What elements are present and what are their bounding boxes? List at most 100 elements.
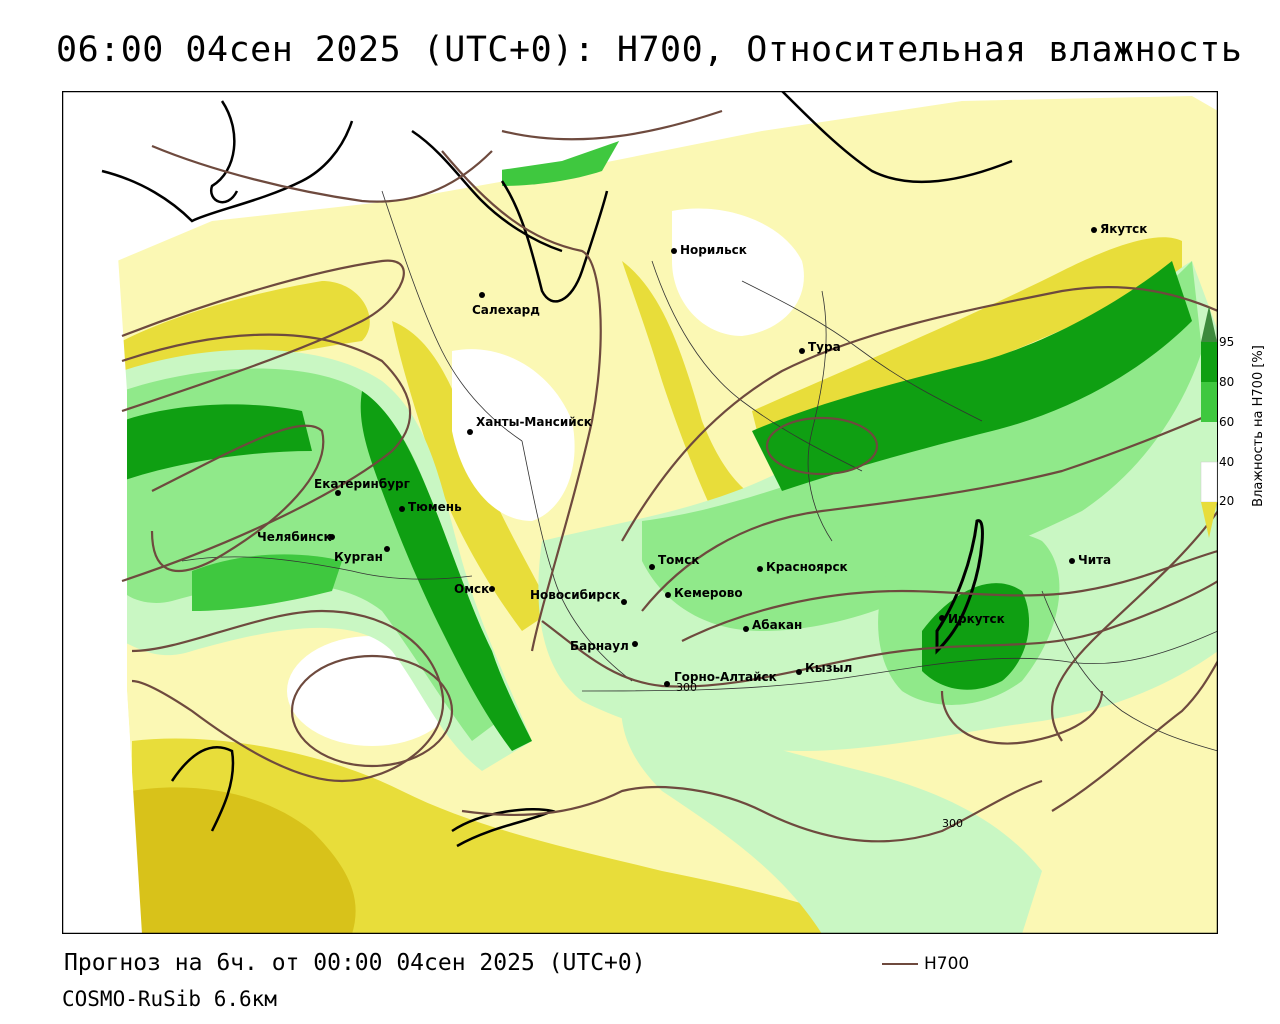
h700-contour-2 bbox=[121, 259, 405, 413]
h700-legend-label: H700 bbox=[924, 954, 970, 974]
svg-text:Курган: Курган bbox=[334, 550, 383, 564]
h700-contour-4 bbox=[150, 424, 325, 573]
city-irkutsk: Иркутск bbox=[939, 612, 1005, 626]
city-novosibirsk: Новосибирск bbox=[530, 588, 627, 605]
coastline-taymyr bbox=[781, 91, 1013, 184]
city-omsk: Омск bbox=[454, 582, 495, 596]
outside-domain-north bbox=[62, 91, 762, 251]
map-frame bbox=[62, 91, 1218, 934]
h700-contour-16 bbox=[1050, 510, 1218, 742]
h700-legend-line bbox=[882, 963, 918, 965]
map-title: 06:00 04сен 2025 (UTC+0): H700, Относите… bbox=[56, 30, 1243, 70]
svg-text:Кемерово: Кемерово bbox=[674, 586, 743, 600]
humidity-map: 300 300 Якутск Норильск Салехард Тура Ха… bbox=[62, 91, 1218, 934]
saturated-band-east bbox=[752, 261, 1192, 491]
city-barnaul: Барнаул bbox=[570, 639, 638, 653]
colorbar-segment-95 bbox=[1201, 342, 1217, 382]
colorbar-tick-95: 95 bbox=[1219, 335, 1234, 349]
coastline-kola bbox=[209, 100, 239, 204]
outside-domain-west bbox=[62, 241, 142, 934]
city-kyzyl: Кызыл bbox=[796, 661, 852, 675]
model-info: COSMO-RuSib 6.6км bbox=[62, 987, 277, 1011]
h700-contour-1 bbox=[151, 144, 493, 203]
svg-text:Челябинск: Челябинск bbox=[257, 530, 332, 544]
colorbar-segment-40 bbox=[1200, 461, 1218, 503]
colorbar-segment-60 bbox=[1201, 422, 1217, 462]
city-gorno-altaysk: Горно-Алтайск bbox=[664, 670, 777, 687]
dry-zone-northeast bbox=[822, 137, 1129, 234]
dry-band-north bbox=[622, 261, 762, 531]
colorbar-tick-60: 60 bbox=[1219, 415, 1234, 429]
moist-region-south bbox=[621, 691, 1042, 934]
forecast-info: Прогноз на 6ч. от 00:00 04сен 2025 (UTC+… bbox=[64, 950, 646, 976]
saturated-zone-kazakh bbox=[192, 554, 342, 611]
svg-text:Норильск: Норильск bbox=[680, 243, 747, 257]
humidity-colorbar: 95 80 60 40 20 Влажность на H700 [%] bbox=[1200, 306, 1266, 538]
svg-text:Екатеринбург: Екатеринбург bbox=[314, 477, 410, 491]
admin-border-5 bbox=[181, 556, 473, 580]
colorbar-title: Влажность на H700 [%] bbox=[1251, 345, 1266, 507]
coastline-arctic-west bbox=[101, 120, 354, 223]
coastline-yamal bbox=[411, 129, 563, 253]
city-tyumen: Тюмень bbox=[399, 500, 462, 514]
h700-contour-5 bbox=[441, 150, 602, 652]
city-kemerovo: Кемерово bbox=[665, 586, 743, 600]
svg-text:Салехард: Салехард bbox=[472, 303, 540, 317]
city-kurgan: Курган bbox=[334, 546, 390, 564]
h700-contour-3 bbox=[121, 333, 412, 583]
svg-text:Иркутск: Иркутск bbox=[948, 612, 1005, 626]
saturated-band-west bbox=[122, 404, 312, 481]
colorbar-cap-bottom bbox=[1201, 502, 1217, 538]
h700-contour-8 bbox=[641, 409, 1218, 612]
city-khanty-mansiysk: Ханты-Мансийск bbox=[467, 415, 592, 435]
coastline-balkhash bbox=[451, 807, 556, 848]
city-tomsk: Томск bbox=[649, 553, 700, 570]
city-tura: Тура bbox=[799, 340, 841, 354]
admin-border-6 bbox=[581, 630, 1218, 692]
h700-legend: H700 bbox=[882, 952, 969, 976]
h700-contour-7 bbox=[621, 286, 1218, 542]
colorbar-tick-80: 80 bbox=[1219, 375, 1234, 389]
h700-contour-9 bbox=[765, 416, 879, 476]
saturated-band-urals bbox=[360, 391, 532, 751]
svg-text:Тура: Тура bbox=[808, 340, 841, 354]
svg-text:Барнаул: Барнаул bbox=[570, 639, 629, 653]
admin-border-7 bbox=[1041, 590, 1218, 752]
admin-border-1 bbox=[381, 190, 523, 442]
h700-contour-17 bbox=[1051, 660, 1218, 812]
coastline-caspian bbox=[170, 746, 235, 832]
svg-text:Томск: Томск bbox=[658, 553, 700, 567]
svg-text:Тюмень: Тюмень bbox=[408, 500, 462, 514]
admin-border-3 bbox=[651, 260, 863, 472]
city-chelyabinsk: Челябинск bbox=[257, 530, 335, 544]
svg-text:Якутск: Якутск bbox=[1100, 222, 1147, 236]
svg-text:Кызыл: Кызыл bbox=[805, 661, 852, 675]
h700-contour-13 bbox=[290, 654, 454, 768]
svg-text:Ханты-Мансийск: Ханты-Мансийск bbox=[476, 415, 592, 429]
city-chita: Чита bbox=[1069, 553, 1111, 567]
svg-text:Омск: Омск bbox=[454, 582, 489, 596]
h700-contour-11 bbox=[541, 580, 1218, 688]
h700-contour-12 bbox=[131, 609, 445, 783]
contour-label-300-south: 300 bbox=[942, 817, 963, 830]
lake-baikal bbox=[935, 519, 984, 655]
admin-border-4 bbox=[741, 280, 983, 422]
city-abakan: Абакан bbox=[743, 618, 802, 632]
svg-text:Новосибирск: Новосибирск bbox=[530, 588, 620, 602]
admin-border-8 bbox=[807, 290, 833, 542]
city-norilsk: Норильск bbox=[671, 243, 747, 257]
svg-text:Абакан: Абакан bbox=[752, 618, 802, 632]
svg-text:Горно-Алтайск: Горно-Алтайск bbox=[674, 670, 777, 684]
colorbar-tick-40: 40 bbox=[1219, 455, 1234, 469]
h700-contour-15 bbox=[940, 690, 1104, 745]
svg-text:Красноярск: Красноярск bbox=[766, 560, 848, 574]
contour-label-300-altai: 300 bbox=[676, 681, 697, 694]
city-yakutsk: Якутск bbox=[1091, 222, 1147, 236]
colorbar-cap-top bbox=[1201, 306, 1217, 342]
h700-contour-6 bbox=[501, 109, 723, 141]
svg-text:Чита: Чита bbox=[1078, 553, 1111, 567]
h700-contour-14 bbox=[461, 779, 1043, 843]
h700-contour-10 bbox=[681, 549, 1218, 642]
city-krasnoyarsk: Красноярск bbox=[757, 560, 848, 574]
dry-gap-arctic bbox=[672, 208, 804, 336]
